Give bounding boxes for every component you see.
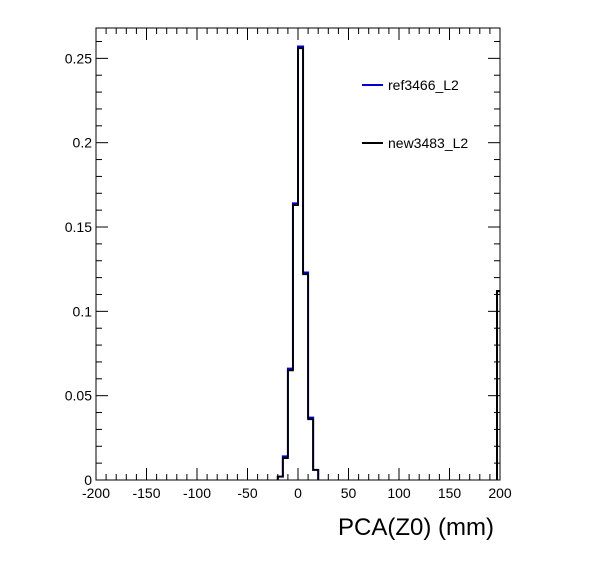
y-tick-label: 0.05 — [65, 388, 92, 404]
y-axis-ticks: 0 0.05 0.1 0.15 0.2 0.25 — [65, 40, 500, 488]
legend-label-ref: ref3466_L2 — [388, 77, 459, 93]
x-tick-label: 200 — [488, 485, 512, 501]
legend-label-new: new3483_L2 — [388, 135, 468, 151]
x-tick-label: 0 — [294, 485, 302, 501]
legend: ref3466_L2 new3483_L2 — [358, 70, 488, 165]
y-tick-label: 0.15 — [65, 219, 92, 235]
y-tick-label: 0.2 — [73, 135, 93, 151]
x-axis-ticks: -200 -150 -100 -50 0 50 100 150 200 — [82, 28, 512, 501]
y-tick-label: 0.25 — [65, 50, 92, 66]
histogram-layer — [276, 45, 500, 480]
histogram-series-new — [276, 47, 320, 480]
y-tick-label: 0 — [84, 472, 92, 488]
x-tick-label: -150 — [132, 485, 160, 501]
x-tick-label: -200 — [82, 485, 110, 501]
x-axis-title: PCA(Z0) (mm) — [338, 514, 494, 541]
x-tick-label: -50 — [237, 485, 257, 501]
y-tick-label: 0.1 — [73, 303, 93, 319]
x-tick-label: 50 — [341, 485, 357, 501]
overflow-bin-new — [496, 290, 500, 480]
x-tick-label: 100 — [387, 485, 411, 501]
x-tick-label: 150 — [438, 485, 462, 501]
x-tick-label: -100 — [183, 485, 211, 501]
